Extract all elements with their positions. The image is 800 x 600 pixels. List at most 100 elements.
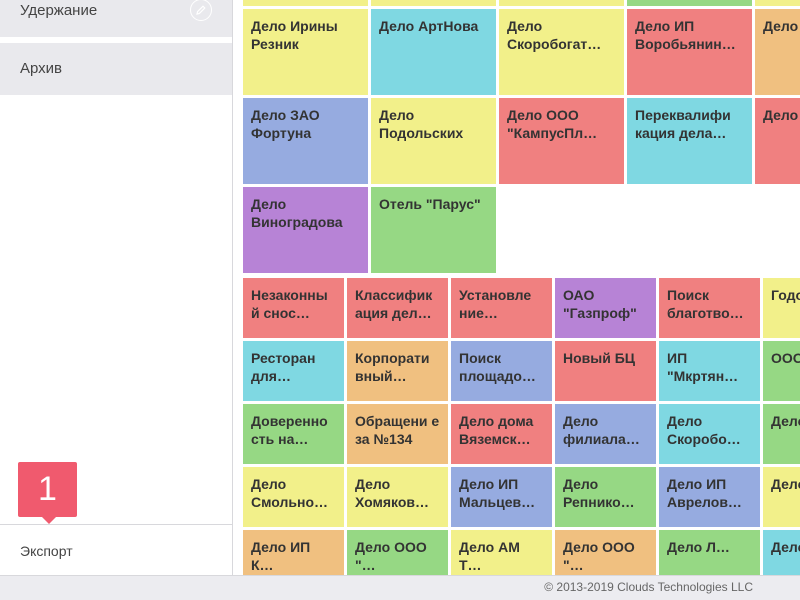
case-tile[interactable]: Дело дома Вяземск… <box>451 404 552 464</box>
case-tile-label: Дело Репнико… <box>563 476 635 510</box>
case-tile[interactable]: Дело Мира… <box>755 9 800 95</box>
case-tile[interactable]: Поиск площадо… <box>451 341 552 401</box>
case-tile-label: Дело Виноградова <box>251 196 343 230</box>
case-tile-label: Классифик ация дел… <box>355 287 433 321</box>
case-tile-label: Дело филиала… <box>563 413 640 447</box>
case-tile-label: Дело дома Вяземск… <box>459 413 534 447</box>
case-tile-label: Переквалифи кация дела… <box>635 107 731 141</box>
case-tile-label: Дело АМ Т… <box>459 539 520 573</box>
case-tile[interactable]: Дело Подольских <box>371 98 496 184</box>
case-tile[interactable]: Дело … <box>763 530 800 575</box>
sidebar-item-retention[interactable]: Удержание <box>0 0 232 37</box>
case-tile[interactable]: Дело ООО "… <box>555 530 656 575</box>
case-tile[interactable]: Ресторан для… <box>243 341 344 401</box>
case-tile[interactable]: Дело Ива… <box>763 467 800 527</box>
case-tile[interactable]: Дело Буже… <box>755 98 800 184</box>
case-tile-label: Дело ИП Воробьянин… <box>635 18 736 52</box>
case-tile-label: Дело ООО "… <box>563 539 635 573</box>
case-tile[interactable]: Дело Хомяков… <box>347 467 448 527</box>
case-tile[interactable] <box>243 0 368 6</box>
case-tile[interactable]: Дело ООО "КампусПл… <box>499 98 624 184</box>
case-tile[interactable]: Поиск благотво… <box>659 278 760 338</box>
case-tile-label: Поиск площадо… <box>459 350 536 384</box>
case-tile[interactable] <box>371 0 496 6</box>
case-tile-label: Дело Л… <box>667 539 730 555</box>
case-tile[interactable]: Годо итог… <box>763 278 800 338</box>
case-tile-label: Годо итог… <box>771 287 800 303</box>
case-tile[interactable]: Дело ИП Аврелов… <box>659 467 760 527</box>
notification-badge[interactable]: 1 <box>18 462 77 524</box>
case-tile[interactable]: Дело Скоробо… <box>659 404 760 464</box>
case-tile-label: Дело Скоробогат… <box>507 18 602 52</box>
case-tile-label: Дело Ирины Резник <box>251 18 338 52</box>
case-tile[interactable]: Дело Л… <box>659 530 760 575</box>
case-tile[interactable]: Переквалифи кация дела… <box>627 98 752 184</box>
case-tile[interactable] <box>755 0 800 6</box>
badge-count: 1 <box>38 470 57 508</box>
export-button[interactable]: Экспорт <box>0 524 232 576</box>
case-tile-label: Дело Подольских <box>379 107 464 141</box>
case-tile[interactable]: Классифик ация дел… <box>347 278 448 338</box>
sidebar-item-archive[interactable]: Архив <box>0 43 232 95</box>
sidebar: Удержание Архив 1 Экспорт <box>0 0 233 575</box>
case-tile-label: Ресторан для… <box>251 350 316 384</box>
case-tile[interactable]: ООО "Ирб… <box>763 341 800 401</box>
case-tile[interactable]: Корпорати вный… <box>347 341 448 401</box>
case-tile-label: Дело Хомяков… <box>355 476 430 510</box>
case-tile-label: ИП "Мкртян… <box>667 350 739 384</box>
case-tile[interactable] <box>499 0 624 6</box>
case-tile-label: Дело Смольно… <box>251 476 328 510</box>
case-tile-label: ООО "Ирб… <box>771 350 800 366</box>
case-tile-label: ОАО "Газпроф" <box>563 287 637 321</box>
copyright-text: © 2013-2019 Clouds Technologies LLC <box>544 580 753 594</box>
case-tiles-grid: Дело Ирины Резник Дело АртНова Дело Скороб… <box>233 0 800 575</box>
case-tile-label: Дело Мира… <box>763 18 800 34</box>
case-tile-label: Дело ООО "… <box>355 539 427 573</box>
case-tile[interactable]: Отель "Парус" <box>371 187 496 273</box>
case-tile[interactable]: Дело ООО "… <box>347 530 448 575</box>
case-tile[interactable]: Дело ИП Мальцев… <box>451 467 552 527</box>
edit-icon[interactable] <box>190 0 212 21</box>
case-tile[interactable]: Дело АМ Т… <box>451 530 552 575</box>
case-tile[interactable]: Дело ИП К… <box>243 530 344 575</box>
case-tile[interactable]: ОАО "Газпроф" <box>555 278 656 338</box>
case-tile[interactable] <box>627 0 752 6</box>
case-tile-label: Дело Кам… <box>771 413 800 429</box>
case-tile-label: Дело Ива… <box>771 476 800 492</box>
case-tile-label: Дело ЗАО Фортуна <box>251 107 320 141</box>
case-tile-label: Дело АртНова <box>379 18 479 34</box>
case-tile-label: Незаконны й снос… <box>251 287 328 321</box>
case-tile-label: Дело Скоробо… <box>667 413 741 447</box>
case-tile-label: Дело Буже… <box>763 107 800 123</box>
case-tile-label: Дело ООО "КампусПл… <box>507 107 598 141</box>
case-tile-label: Корпорати вный… <box>355 350 430 384</box>
case-tile-label: Дело ИП Аврелов… <box>667 476 742 510</box>
case-tile[interactable]: Дело Смольно… <box>243 467 344 527</box>
case-tile-label: Отель "Парус" <box>379 196 481 212</box>
case-tile[interactable]: Дело Ирины Резник <box>243 9 368 95</box>
case-tile[interactable]: Новый БЦ <box>555 341 656 401</box>
case-tile-label: Доверенно сть на… <box>251 413 328 447</box>
sidebar-item-label: Архив <box>20 60 63 77</box>
case-tile[interactable]: Установле ние… <box>451 278 552 338</box>
case-tile[interactable]: Дело ЗАО Фортуна <box>243 98 368 184</box>
case-tile-label: Новый БЦ <box>563 350 636 366</box>
sidebar-item-label: Удержание <box>20 2 98 19</box>
case-tile-label: Установле ние… <box>459 287 532 321</box>
case-tile[interactable]: Доверенно сть на… <box>243 404 344 464</box>
case-tile-label: Поиск благотво… <box>667 287 744 321</box>
case-tile-label: Дело … <box>771 539 800 555</box>
case-tile[interactable]: Дело Скоробогат… <box>499 9 624 95</box>
case-tile[interactable]: Дело Виноградова <box>243 187 368 273</box>
footer: © 2013-2019 Clouds Technologies LLC <box>0 575 800 600</box>
case-tile[interactable]: Дело Кам… <box>763 404 800 464</box>
case-tile[interactable]: Обращени е за №134 <box>347 404 448 464</box>
case-tile[interactable]: Дело филиала… <box>555 404 656 464</box>
case-tile-label: Дело ИП Мальцев… <box>459 476 536 510</box>
case-tile[interactable]: Дело ИП Воробьянин… <box>627 9 752 95</box>
case-tile[interactable]: Незаконны й снос… <box>243 278 344 338</box>
case-tile[interactable]: Дело Репнико… <box>555 467 656 527</box>
case-tile-label: Дело ИП К… <box>251 539 311 573</box>
case-tile[interactable]: Дело АртНова <box>371 9 496 95</box>
case-tile[interactable]: ИП "Мкртян… <box>659 341 760 401</box>
